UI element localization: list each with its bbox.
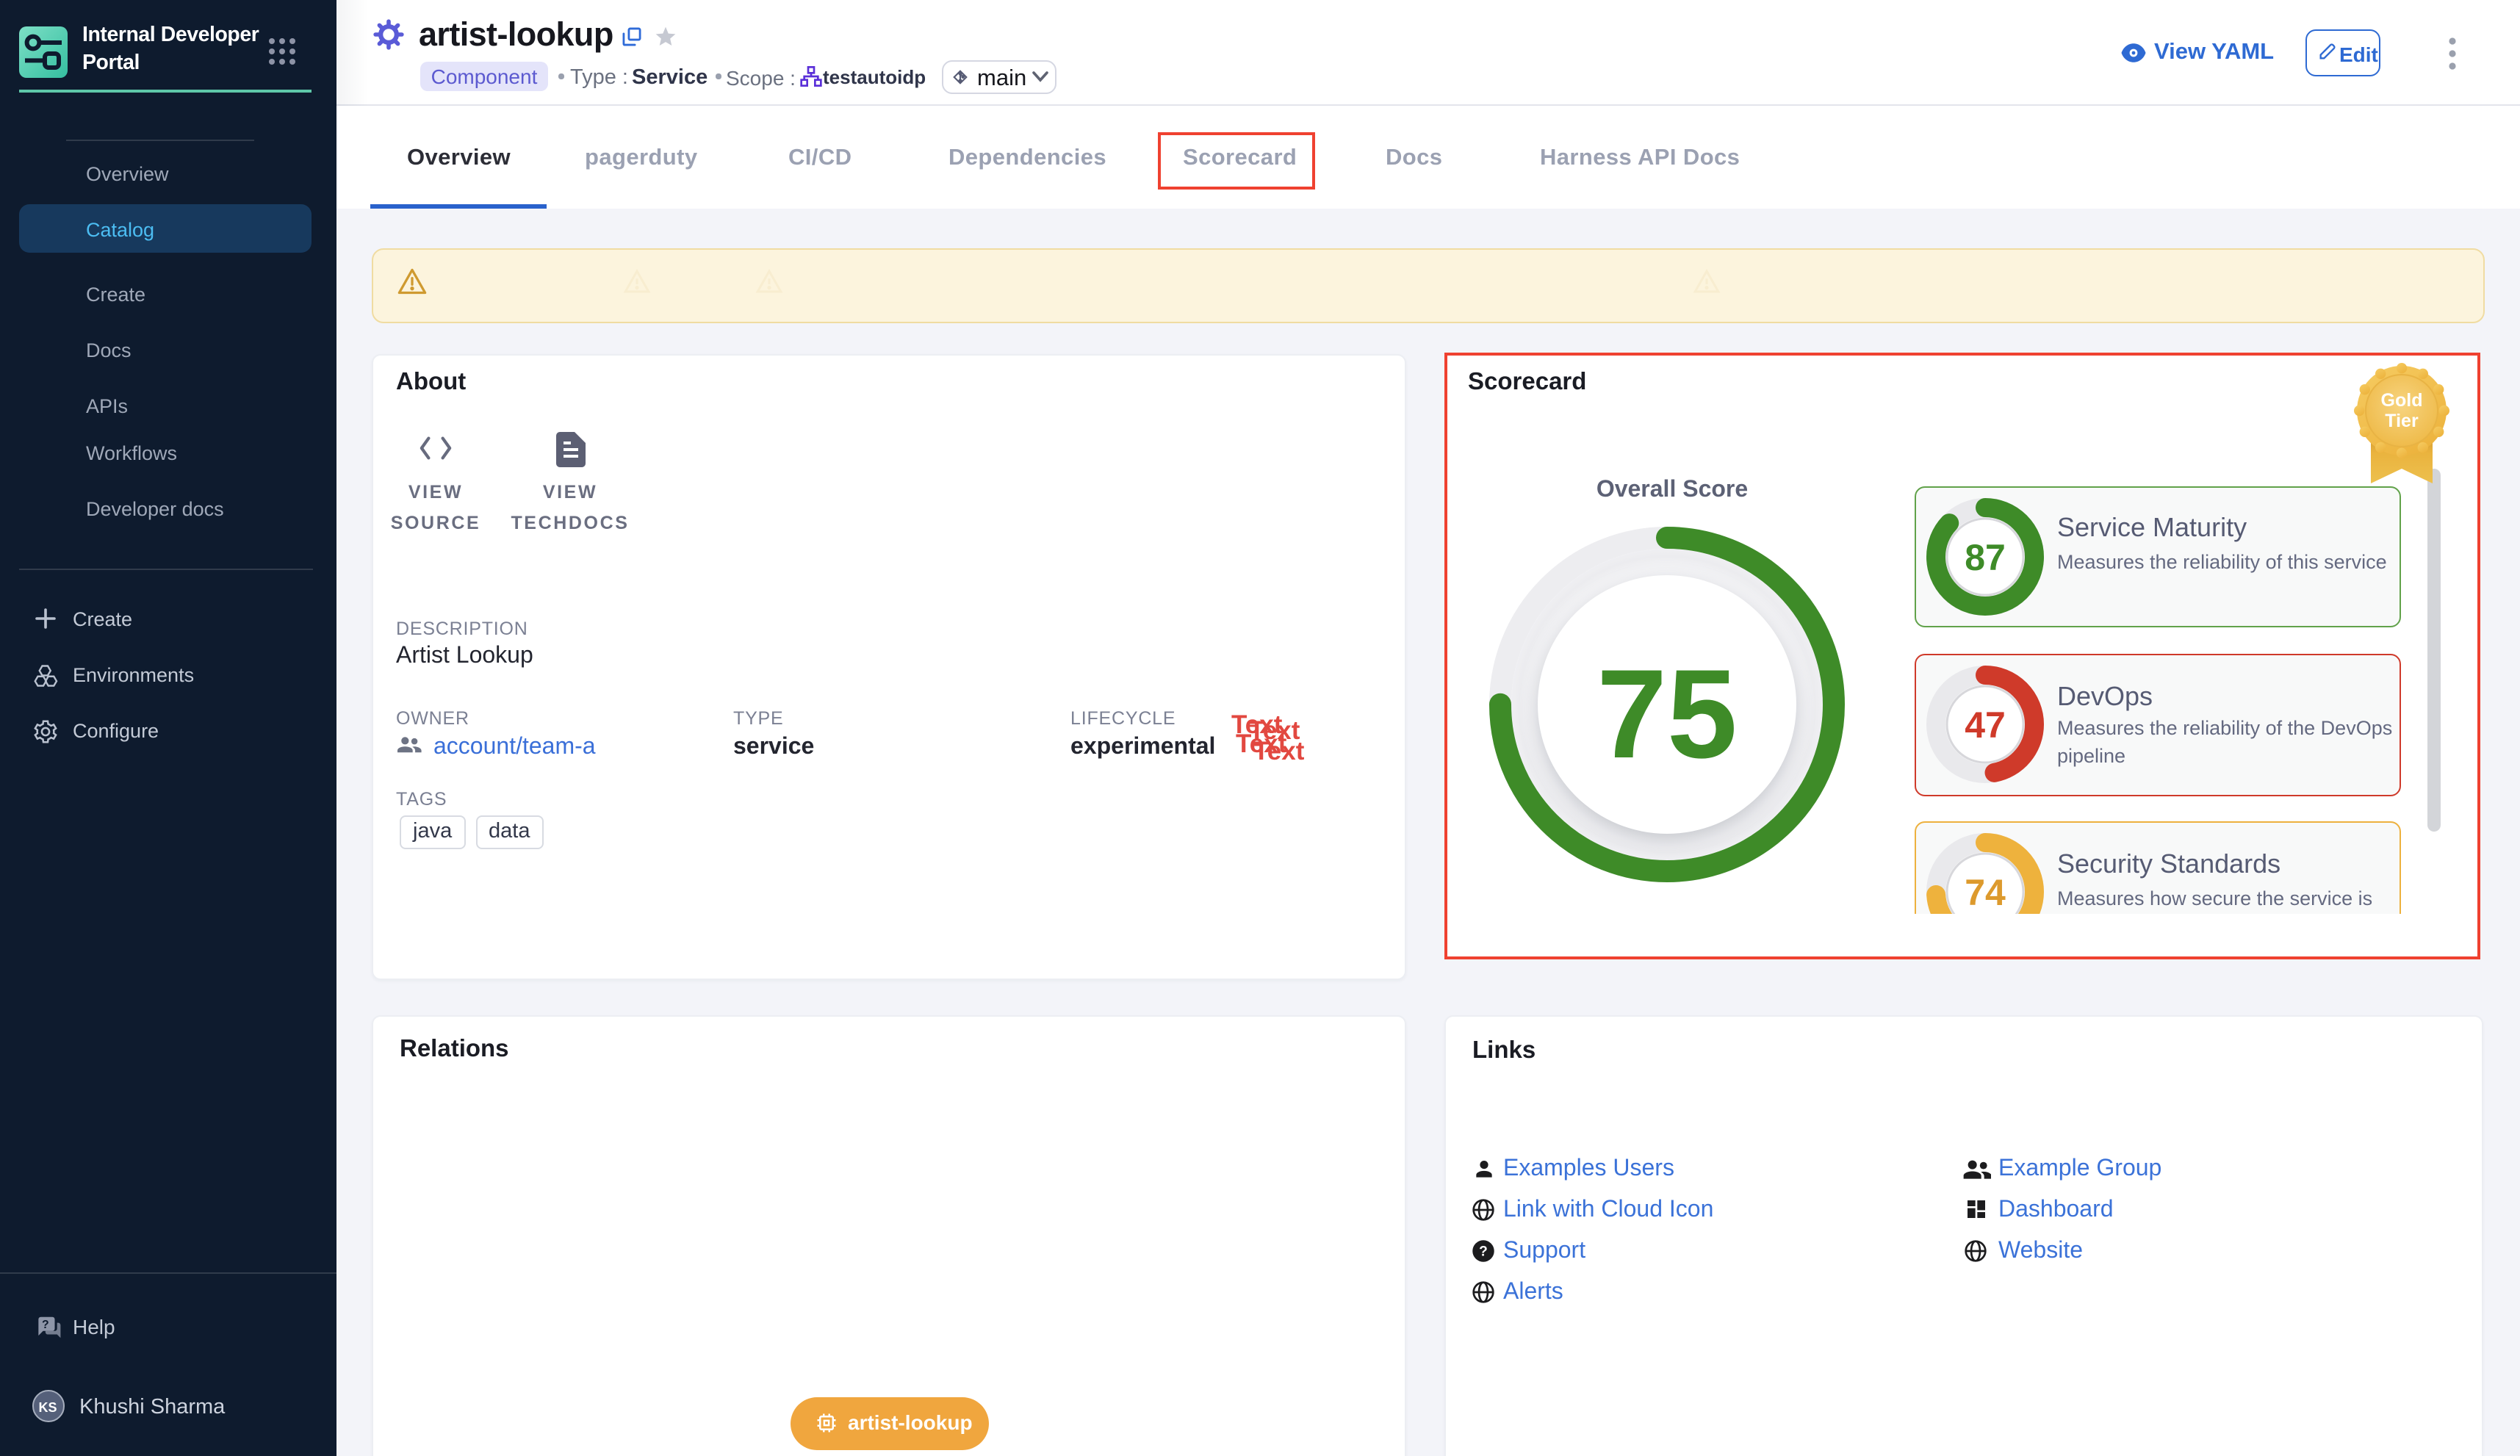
svg-text:47: 47: [1965, 704, 2006, 745]
svg-text:?: ?: [42, 1319, 49, 1331]
svg-text:Tier: Tier: [2385, 411, 2419, 431]
svg-text:87: 87: [1965, 537, 2006, 578]
svg-text:Gold: Gold: [2381, 390, 2423, 411]
svg-text:75: 75: [1596, 644, 1737, 785]
svg-text:74: 74: [1965, 871, 2006, 912]
svg-text:?: ?: [1479, 1244, 1488, 1260]
